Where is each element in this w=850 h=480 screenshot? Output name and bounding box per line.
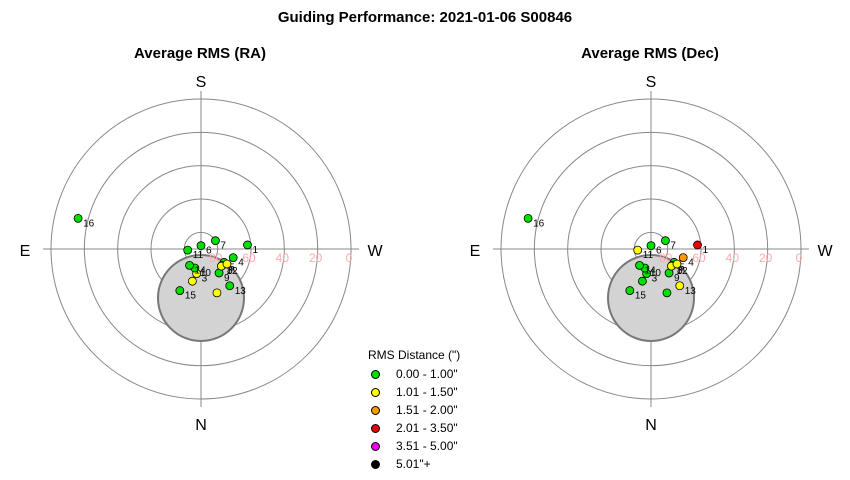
point-label: 11 xyxy=(643,250,654,261)
point-label: 11 xyxy=(193,250,204,261)
compass-label-n: N xyxy=(195,417,207,434)
point-label: 14 xyxy=(195,265,207,276)
compass-label-e: E xyxy=(20,243,31,260)
point-label: 16 xyxy=(533,218,545,229)
guide-point xyxy=(243,240,252,250)
point-label: 15 xyxy=(635,291,647,302)
legend-item: 3.51 - 5.00" xyxy=(368,437,460,455)
zenith-exclusion-zone xyxy=(607,254,695,342)
point-label: 1 xyxy=(702,245,708,256)
guide-point xyxy=(672,259,682,269)
point-label: 10 xyxy=(650,268,662,279)
altitude-tick-label: 60 xyxy=(242,251,256,265)
altitude-tick-label: 20 xyxy=(309,251,323,265)
guide-point xyxy=(523,213,533,223)
legend: RMS Distance (") 0.00 - 1.00" 1.01 - 1.5… xyxy=(368,348,460,473)
point-label: 3 xyxy=(652,274,658,285)
guide-point xyxy=(675,281,685,291)
point-label: 16 xyxy=(83,218,95,229)
guide-point xyxy=(625,286,635,295)
legend-swatch xyxy=(371,405,380,415)
point-label: 8 xyxy=(227,265,233,276)
guide-point xyxy=(693,240,702,250)
point-label: 4 xyxy=(238,258,244,269)
compass-label-w: W xyxy=(367,243,383,260)
point-label: 7 xyxy=(220,241,226,252)
altitude-tick-label: 40 xyxy=(726,251,740,265)
point-label: 12 xyxy=(676,266,688,277)
legend-item: 5.01"+ xyxy=(368,455,460,473)
guide-point xyxy=(73,213,83,223)
guide-point xyxy=(183,245,193,255)
zenith-exclusion-zone xyxy=(157,254,245,342)
point-label: 9 xyxy=(674,273,680,284)
guide-point xyxy=(637,276,647,286)
legend-item: 0.00 - 1.00" xyxy=(368,365,460,383)
point-label: 1 xyxy=(252,245,258,256)
legend-item: 1.01 - 1.50" xyxy=(368,383,460,401)
guide-point xyxy=(225,281,235,291)
altitude-tick-label: 80 xyxy=(209,251,223,265)
point-label: 15 xyxy=(185,291,197,302)
point-label: 5 xyxy=(679,262,685,273)
altitude-tick-label: 60 xyxy=(692,251,706,265)
guide-point xyxy=(187,276,197,286)
guide-point xyxy=(212,288,222,298)
guide-point xyxy=(185,260,194,270)
point-label: 12 xyxy=(226,266,238,277)
point-label: 8 xyxy=(677,265,683,276)
page-title: Guiding Performance: 2021-01-06 S00846 xyxy=(277,9,573,26)
legend-label: 1.01 - 1.50" xyxy=(396,385,458,399)
legend-item: 2.01 - 3.50" xyxy=(368,419,460,437)
legend-swatch xyxy=(371,441,380,451)
altitude-tick-label: 80 xyxy=(659,251,673,265)
point-label: 10 xyxy=(200,268,212,279)
legend-label: 3.51 - 5.00" xyxy=(396,439,458,453)
ra-plot-title: Average RMS (RA) xyxy=(134,45,266,62)
guide-point xyxy=(633,245,643,255)
dec-plot-title: Average RMS (Dec) xyxy=(581,45,719,62)
guide-point xyxy=(175,286,185,295)
point-label: 3 xyxy=(202,274,208,285)
legend-label: 5.01"+ xyxy=(396,457,431,471)
legend-swatch xyxy=(371,423,380,433)
guide-point xyxy=(196,241,206,251)
altitude-tick-label: 0 xyxy=(796,251,803,265)
point-label: 14 xyxy=(645,265,657,276)
legend-label: 2.01 - 3.50" xyxy=(396,421,458,435)
guide-point xyxy=(228,253,238,263)
point-label: 4 xyxy=(688,258,694,269)
compass-label-n: N xyxy=(645,417,657,434)
legend-item: 1.51 - 2.00" xyxy=(368,401,460,419)
guide-point xyxy=(661,236,670,246)
compass-label-w: W xyxy=(817,243,833,260)
guide-point xyxy=(635,260,644,270)
point-label: 9 xyxy=(224,273,230,284)
point-label: 6 xyxy=(206,246,212,257)
legend-swatch xyxy=(371,459,380,469)
point-label: 13 xyxy=(235,286,247,297)
guide-point xyxy=(211,236,220,246)
compass-label-s: S xyxy=(646,74,657,91)
legend-swatch xyxy=(371,369,380,379)
altitude-tick-label: 0 xyxy=(346,251,353,265)
point-label: 5 xyxy=(229,262,235,273)
compass-label-s: S xyxy=(196,74,207,91)
point-label: 6 xyxy=(656,246,662,257)
legend-label: 0.00 - 1.00" xyxy=(396,367,458,381)
point-label: 13 xyxy=(685,286,697,297)
legend-swatch xyxy=(371,387,380,397)
compass-label-e: E xyxy=(470,243,481,260)
altitude-tick-label: 20 xyxy=(759,251,773,265)
guide-point xyxy=(678,253,688,263)
point-label: 7 xyxy=(670,241,676,252)
legend-title: RMS Distance (") xyxy=(368,348,461,362)
altitude-tick-label: 40 xyxy=(276,251,290,265)
guide-point xyxy=(222,259,232,269)
guide-point xyxy=(662,288,672,298)
legend-label: 1.51 - 2.00" xyxy=(396,403,458,417)
guide-point xyxy=(646,241,656,251)
